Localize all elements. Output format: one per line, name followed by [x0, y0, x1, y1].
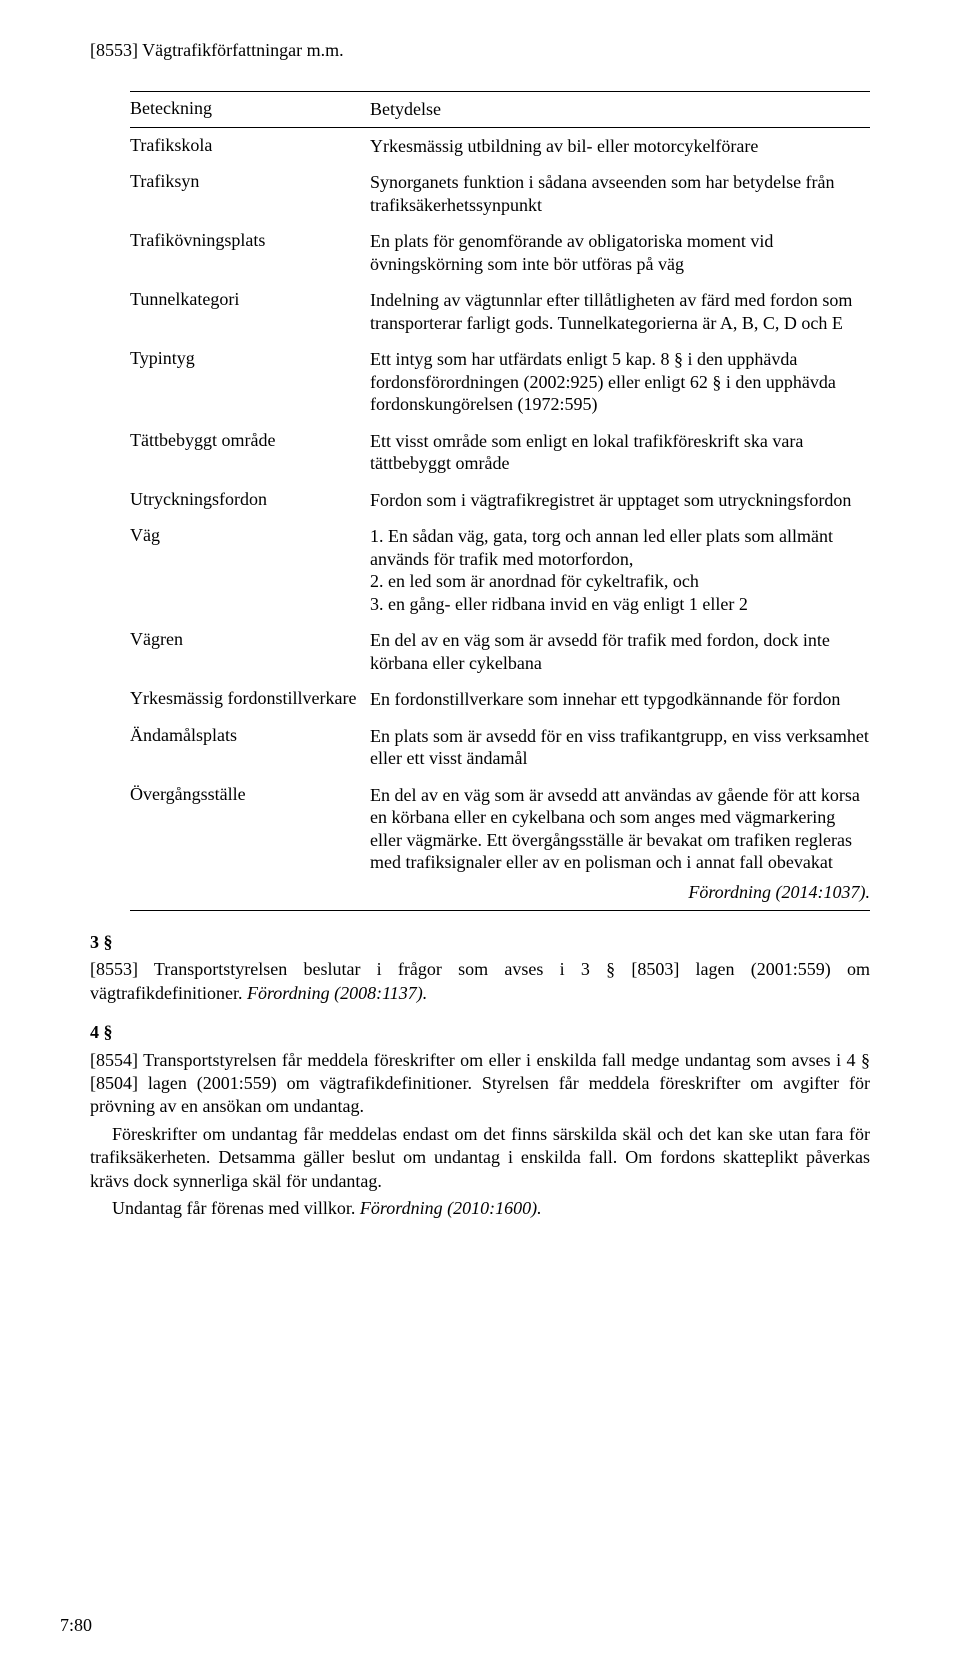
- table-row: VägrenEn del av en väg som är avsedd för…: [130, 622, 870, 681]
- sections: 3 § [8553] Transportstyrelsen beslutar i…: [90, 931, 870, 1220]
- section4-p2: Föreskrifter om undantag får meddelas en…: [90, 1123, 870, 1193]
- definition: Ett intyg som har utfärdats enligt 5 kap…: [370, 348, 870, 416]
- definition: En plats som är avsedd för en viss trafi…: [370, 725, 870, 770]
- definition: Fordon som i vägtrafikregistret är uppta…: [370, 489, 870, 512]
- definition: 1. En sådan väg, gata, torg och annan le…: [370, 525, 870, 615]
- definition: Yrkesmässig utbildning av bil- eller mot…: [370, 135, 870, 158]
- table-row: ÄndamålsplatsEn plats som är avsedd för …: [130, 718, 870, 777]
- section3-num: 3 §: [90, 931, 870, 954]
- term: Övergångsställe: [130, 784, 370, 805]
- table-row: TrafikövningsplatsEn plats för genomföra…: [130, 223, 870, 282]
- table-row: TrafikskolaYrkesmässig utbildning av bil…: [130, 128, 870, 165]
- term: Väg: [130, 525, 370, 546]
- definition: En del av en väg som är avsedd för trafi…: [370, 629, 870, 674]
- page-number: 7:80: [60, 1615, 92, 1636]
- table-row: UtryckningsfordonFordon som i vägtrafikr…: [130, 482, 870, 519]
- table-tail-row: Förordning (2014:1037).: [130, 881, 870, 911]
- table-row: TunnelkategoriIndelning av vägtunnlar ef…: [130, 282, 870, 341]
- definition: Synorganets funktion i sådana avseenden …: [370, 171, 870, 216]
- definition: En fordonstillverkare som innehar ett ty…: [370, 688, 870, 711]
- head-term: Beteckning: [130, 98, 370, 119]
- section4-citation: Förordning (2010:1600).: [360, 1198, 542, 1218]
- page: [8553] Vägtrafikförfattningar m.m. Betec…: [0, 0, 960, 1676]
- term: Trafiksyn: [130, 171, 370, 192]
- definition: Ett visst område som enligt en lokal tra…: [370, 430, 870, 475]
- definition-table: Beteckning Betydelse TrafikskolaYrkesmäs…: [130, 91, 870, 911]
- term: Yrkesmässig fordonstillverkare: [130, 688, 370, 709]
- section4-num: 4 §: [90, 1021, 870, 1044]
- term: Typintyg: [130, 348, 370, 369]
- page-header: [8553] Vägtrafikförfattningar m.m.: [90, 40, 870, 61]
- term: Trafikövningsplats: [130, 230, 370, 251]
- term: Ändamålsplats: [130, 725, 370, 746]
- table-row: Väg1. En sådan väg, gata, torg och annan…: [130, 518, 870, 622]
- table-row: Tättbebyggt områdeEtt visst område som e…: [130, 423, 870, 482]
- term: Tättbebyggt område: [130, 430, 370, 451]
- section4-p1: [8554] Transportstyrelsen får meddela fö…: [90, 1049, 870, 1119]
- section4-p3: Undantag får förenas med villkor. Förord…: [90, 1197, 870, 1220]
- head-def: Betydelse: [370, 98, 870, 121]
- term: Utryckningsfordon: [130, 489, 370, 510]
- section3-body: [8553] Transportstyrelsen beslutar i frå…: [90, 959, 870, 1002]
- table-row: TypintygEtt intyg som har utfärdats enli…: [130, 341, 870, 423]
- definition: En del av en väg som är avsedd att använ…: [370, 784, 870, 874]
- table-row: Yrkesmässig fordonstillverkareEn fordons…: [130, 681, 870, 718]
- table-row: ÖvergångsställeEn del av en väg som är a…: [130, 777, 870, 881]
- table-head-row: Beteckning Betydelse: [130, 92, 870, 127]
- tail-citation: Förordning (2014:1037).: [370, 881, 870, 904]
- term: Tunnelkategori: [130, 289, 370, 310]
- term: Vägren: [130, 629, 370, 650]
- rule-bottom: [130, 910, 870, 911]
- section3-citation: Förordning (2008:1137).: [247, 983, 427, 1003]
- section4-p3-text: Undantag får förenas med villkor.: [112, 1198, 355, 1218]
- table-row: TrafiksynSynorganets funktion i sådana a…: [130, 164, 870, 223]
- section3-text: [8553] Transportstyrelsen beslutar i frå…: [90, 958, 870, 1005]
- definition: En plats för genomförande av obligatoris…: [370, 230, 870, 275]
- definition: Indelning av vägtunnlar efter tillåtligh…: [370, 289, 870, 334]
- term: Trafikskola: [130, 135, 370, 156]
